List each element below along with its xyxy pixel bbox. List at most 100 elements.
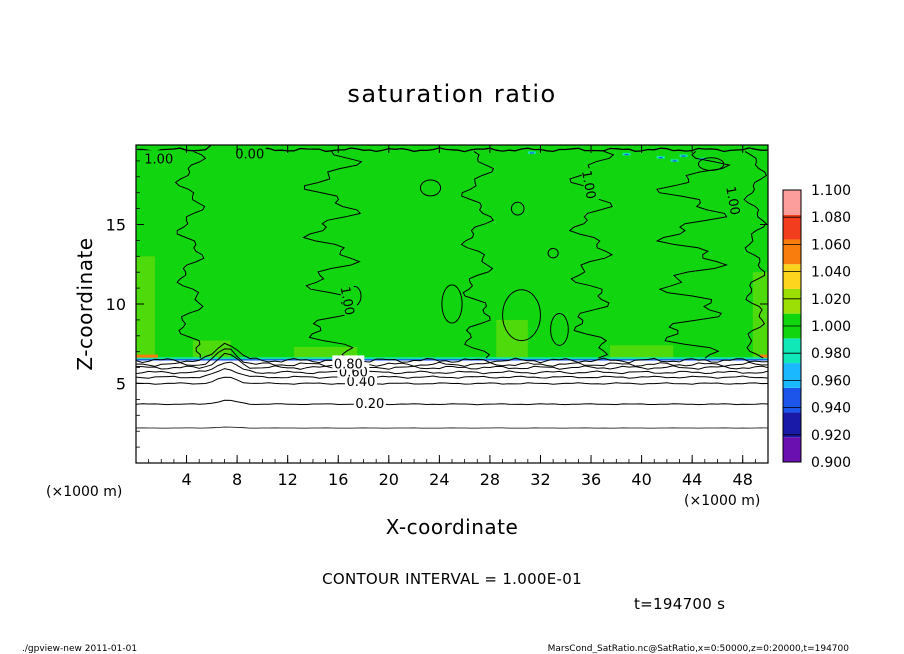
- x-tick-label: 44: [682, 470, 702, 489]
- contour-label-0.00: 0.00: [235, 148, 264, 163]
- saturation-field: [136, 145, 768, 463]
- saturated-region: [136, 145, 768, 360]
- colorbar-label: 1.020: [811, 292, 851, 308]
- colorbar-swatch: [783, 214, 801, 240]
- footer-left: ./gpview-new 2011-01-01: [22, 644, 137, 654]
- x-axis-title: X-coordinate: [386, 515, 519, 539]
- time-stamp: t=194700 s: [634, 595, 725, 613]
- contour-label-0.40: 0.40: [347, 375, 376, 390]
- footer-right: MarsCond_SatRatio.nc@SatRatio,x=0:50000,…: [548, 644, 850, 654]
- colorbar-swatch: [783, 288, 801, 314]
- contour-label-bg: [233, 145, 266, 160]
- edge-mark-left: [136, 354, 158, 358]
- colorbar-swatch: [783, 387, 801, 413]
- closed-contour-8: [697, 157, 725, 171]
- contour-line-0.4: [136, 376, 768, 385]
- contour-line-1.00-5: [655, 151, 731, 359]
- contour-line-1.00-1: [174, 150, 207, 359]
- colorbar-label: 0.980: [811, 346, 851, 362]
- contour-label-bg: [142, 150, 175, 165]
- colorbar-label: 0.960: [811, 373, 851, 389]
- cloud-base-band: [136, 357, 768, 361]
- contour-lines: [136, 145, 768, 429]
- contour-line-1.00-6: [743, 150, 768, 359]
- top-speckle-core: [624, 153, 629, 156]
- y-tick-label: 10: [106, 295, 126, 314]
- y-tick-label: 5: [116, 375, 126, 394]
- y-unit-label: (×1000 m): [46, 484, 122, 500]
- contour-label-0.80: 0.80: [334, 357, 363, 372]
- colorbar-label: 0.920: [811, 428, 851, 444]
- colorbar-label: 1.100: [811, 183, 851, 199]
- colorbar-swatch: [783, 363, 801, 388]
- top-speckle-core: [529, 152, 534, 154]
- closed-contour-1: [419, 179, 442, 197]
- contour-label-0.20: 0.20: [355, 397, 384, 412]
- x-tick-label: 32: [530, 470, 550, 489]
- x-tick-label: 36: [581, 470, 601, 489]
- x-unit-label: (×1000 m): [684, 493, 760, 509]
- x-tick-label: 4: [181, 470, 191, 489]
- x-tick-label: 8: [232, 470, 242, 489]
- edge-mark-right: [760, 354, 768, 358]
- chart-title: saturation ratio: [347, 80, 556, 108]
- contour-label-bg: [353, 395, 386, 410]
- contour-label-bg: [580, 167, 601, 202]
- dry-layer-region: [136, 359, 768, 463]
- contour-line-1.00-3: [460, 150, 495, 359]
- top-speckle-core: [672, 160, 677, 162]
- top-speckle-core: [658, 157, 663, 159]
- contour-line-0.5: [136, 368, 768, 379]
- contour-label-bg: [339, 283, 359, 318]
- contour-line-0.6: [136, 361, 768, 375]
- colorbar-label: 1.000: [811, 319, 851, 335]
- supersaturated-patch: [136, 256, 155, 360]
- contour-label-bg: [332, 355, 365, 370]
- contour-interval-note: CONTOUR INTERVAL = 1.000E-01: [322, 570, 582, 588]
- colorbar-swatch: [783, 412, 801, 438]
- y-tick-label: 15: [106, 216, 126, 235]
- x-tick-label: 16: [328, 470, 348, 489]
- supersaturated-patch: [752, 272, 768, 360]
- contour-line-0.2: [136, 399, 768, 406]
- x-tick-label: 12: [278, 470, 298, 489]
- contour-line-0.9: [136, 342, 768, 364]
- colorbar-label: 1.040: [811, 265, 851, 281]
- colorbar: 0.900 0.920 0.940 0.960 0.980 1.000 1.020 1.040…: [782, 183, 851, 471]
- supersaturated-patch: [610, 345, 674, 360]
- closed-contour-2: [510, 201, 525, 216]
- contour-label-bg: [724, 183, 745, 218]
- supersaturated-patch: [496, 319, 528, 360]
- contour-label-1.00: 1.00: [722, 185, 742, 216]
- cloud-base-line: [136, 359, 768, 361]
- contour-line-0.7: [136, 352, 768, 370]
- contour-line-0.8: [136, 348, 768, 367]
- y-axis-title: Z-coordinate: [73, 237, 97, 370]
- closed-contour-5: [502, 289, 541, 342]
- colorbar-swatch: [783, 338, 801, 364]
- colorbar-swatch: [783, 264, 801, 289]
- top-speckle-core: [681, 155, 686, 157]
- contour-label-1.00: 1.00: [578, 169, 598, 200]
- colorbar-label: 0.940: [811, 401, 851, 417]
- closed-contour-3: [547, 247, 559, 259]
- closed-contour-4: [441, 284, 463, 324]
- colorbar-label: 1.080: [811, 210, 851, 226]
- contour-line-1.00-2: [302, 151, 363, 359]
- x-tick-label: 48: [733, 470, 753, 489]
- colorbar-swatch: [783, 190, 801, 215]
- colorbar-swatch: [783, 437, 801, 462]
- colorbar-swatch: [783, 239, 801, 265]
- contour-label-1.00: 1.00: [144, 152, 173, 167]
- x-tick-label: 40: [631, 470, 651, 489]
- x-tick-label: 20: [379, 470, 399, 489]
- x-tick-label: 28: [480, 470, 500, 489]
- x-tick-label: 24: [429, 470, 449, 489]
- contour-label-1.00: 1.00: [337, 285, 357, 316]
- colorbar-label: 1.060: [811, 237, 851, 253]
- contour-line-low: [136, 426, 768, 429]
- colorbar-label: 0.900: [811, 455, 851, 471]
